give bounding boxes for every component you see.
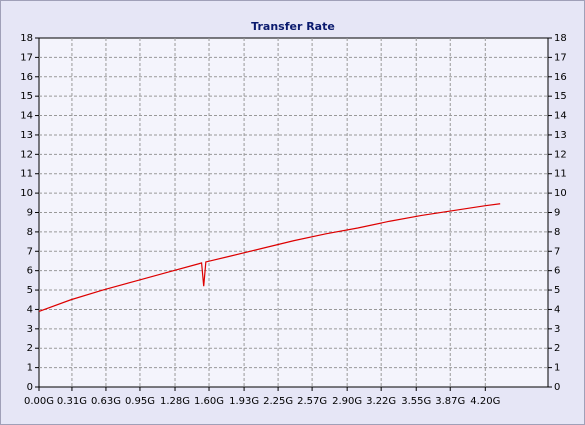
plot-area	[38, 37, 549, 388]
x-tick-label: 2.90G	[332, 396, 362, 407]
y-tick-label: 10	[20, 188, 33, 199]
x-tick-label: 0.00G	[24, 396, 54, 407]
y2-tick-label: 8	[554, 227, 560, 238]
x-tick-label: 1.93G	[229, 396, 259, 407]
y-tick-label: 14	[20, 111, 33, 122]
y-tick-label: 17	[20, 52, 33, 63]
y2-tick-label: 1	[554, 363, 560, 374]
y2-tick-label: 4	[554, 304, 560, 315]
x-tick-label: 3.55G	[401, 396, 431, 407]
x-tick-label: 4.20G	[470, 396, 500, 407]
chart-title: Transfer Rate	[251, 20, 335, 33]
y-tick-label: 6	[27, 266, 33, 277]
y-tick-label: 0	[27, 382, 33, 393]
y-tick-label: 4	[27, 304, 33, 315]
y2-tick-label: 9	[554, 208, 560, 219]
y2-tick-label: 0	[554, 382, 560, 393]
x-tick-label: 3.22G	[366, 396, 396, 407]
y2-tick-label: 3	[554, 324, 560, 335]
x-tick-label: 2.25G	[263, 396, 293, 407]
y2-tick-label: 6	[554, 266, 560, 277]
y-tick-label: 1	[27, 363, 33, 374]
y2-tick-label: 17	[554, 52, 567, 63]
y2-tick-label: 14	[554, 111, 567, 122]
y-tick-label: 15	[20, 91, 33, 102]
y2-tick-label: 12	[554, 149, 567, 160]
y2-tick-label: 13	[554, 130, 567, 141]
y-tick-label: 16	[20, 72, 33, 83]
y-tick-label: 7	[27, 246, 33, 257]
y-tick-label: 18	[20, 33, 33, 44]
x-tick-label: 3.87G	[435, 396, 465, 407]
y-tick-label: 12	[20, 149, 33, 160]
x-tick-label: 1.28G	[160, 396, 190, 407]
x-tick-label: 1.60G	[194, 396, 224, 407]
y-tick-label: 2	[27, 343, 33, 354]
y2-tick-label: 2	[554, 343, 560, 354]
x-tick-label: 0.31G	[57, 396, 87, 407]
x-tick-label: 0.63G	[91, 396, 121, 407]
x-tick-label: 0.95G	[125, 396, 155, 407]
y2-tick-label: 7	[554, 246, 560, 257]
y2-tick-label: 16	[554, 72, 567, 83]
y-tick-label: 8	[27, 227, 33, 238]
y2-tick-label: 11	[554, 169, 567, 180]
y-tick-label: 5	[27, 285, 33, 296]
y2-tick-label: 15	[554, 91, 567, 102]
y2-tick-label: 18	[554, 33, 567, 44]
y2-tick-label: 10	[554, 188, 567, 199]
y-tick-label: 9	[27, 208, 33, 219]
y2-tick-label: 5	[554, 285, 560, 296]
y-tick-label: 11	[20, 169, 33, 180]
line	[38, 203, 501, 312]
x-tick-label: 2.57G	[297, 396, 327, 407]
y-tick-label: 3	[27, 324, 33, 335]
y-tick-label: 13	[20, 130, 33, 141]
